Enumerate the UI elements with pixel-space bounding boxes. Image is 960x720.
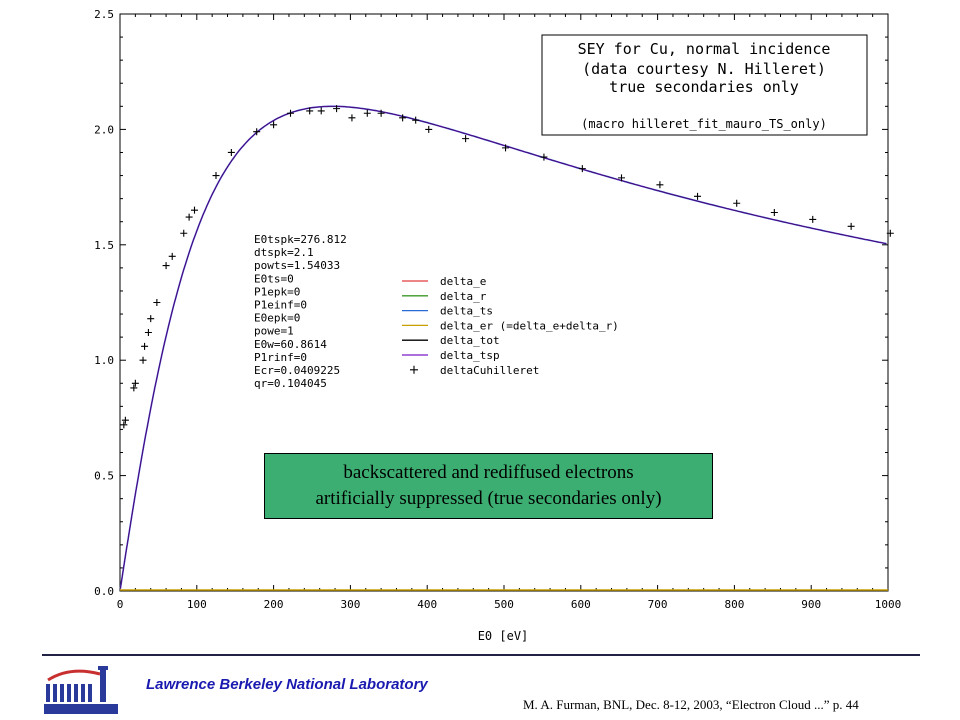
x-tick-label: 300 [340,598,360,611]
param-line: P1epk=0 [254,285,300,298]
data-point-marker [618,174,626,182]
data-point-marker [399,114,407,122]
data-point-marker [412,116,420,124]
x-tick-label: 200 [264,598,284,611]
title-box [541,34,868,136]
param-line: E0w=60.8614 [254,338,327,351]
x-tick-label: 600 [571,598,591,611]
data-point-marker [578,165,586,173]
data-point-marker [363,109,371,117]
data-point-marker [847,222,855,230]
footer-divider [42,654,920,656]
data-point-marker [180,229,188,237]
legend-label: delta_ts [440,305,493,318]
y-tick-label: 2.0 [94,123,114,136]
data-point-marker [425,125,433,133]
data-point-marker [139,356,147,364]
data-point-marker [190,206,198,214]
data-point-marker [212,172,220,180]
title-box-line: SEY for Cu, normal incidence [578,40,831,58]
data-point-marker [306,107,314,115]
citation: M. A. Furman, BNL, Dec. 8-12, 2003, “Ele… [523,697,859,712]
x-tick-label: 800 [724,598,744,611]
data-point-marker [286,109,294,117]
y-tick-label: 0.5 [94,470,114,483]
x-tick-label: 400 [417,598,437,611]
data-point-marker [694,192,702,200]
x-tick-label: 100 [187,598,207,611]
param-line: E0epk=0 [254,312,300,325]
x-tick-label: 1000 [875,598,902,611]
data-point-marker [317,107,325,115]
legend-label: delta_tot [440,334,500,347]
param-line: P1einf=0 [254,299,307,312]
delta-tot-curve [120,106,887,589]
data-point-marker [141,342,149,350]
berkeley-lab-logo [40,664,122,716]
data-point-marker [253,128,261,136]
title-box-line: true secondaries only [609,78,799,96]
legend-label: deltaCuhilleret [440,364,539,377]
y-tick-label: 1.5 [94,239,114,252]
data-point-marker [377,109,385,117]
data-point-marker [270,121,278,129]
title-box-line: (data courtesy N. Hilleret) [582,60,826,78]
data-point-marker [733,199,741,207]
param-line: powts=1.54033 [254,259,340,272]
data-point-marker [144,329,152,337]
data-point-marker [348,114,356,122]
note-line-1: backscattered and rediffused electrons [343,462,634,483]
data-point-marker [131,379,139,387]
legend-label: delta_e [440,275,486,288]
param-line: P1rinf=0 [254,351,307,364]
data-point-marker [185,213,193,221]
title-box-line: (macro hilleret_fit_mauro_TS_only) [581,117,827,131]
note-line-2: artificially suppressed (true secondarie… [315,488,662,509]
suppression-note: backscattered and rediffused electrons a… [264,453,713,519]
data-point-marker [462,135,470,143]
data-point-marker [153,299,161,306]
y-tick-label: 2.5 [94,8,114,21]
data-point-marker [770,208,778,216]
x-axis-label: E0 [eV] [478,629,529,643]
x-tick-label: 700 [648,598,668,611]
legend-label: delta_tsp [440,349,500,362]
x-tick-label: 500 [494,598,514,611]
param-line: Ecr=0.0409225 [254,364,340,377]
lab-name: Lawrence Berkeley National Laboratory [146,676,428,693]
param-line: E0tspk=276.812 [254,233,347,246]
data-point-marker [130,384,138,392]
param-line: E0ts=0 [254,272,294,285]
param-line: dtspk=2.1 [254,246,314,259]
data-point-marker [227,148,235,156]
param-line: qr=0.104045 [254,377,327,390]
data-point-marker [502,144,510,152]
legend-label: delta_r [440,290,487,303]
data-point-marker [886,229,894,237]
data-point-marker [540,153,548,161]
data-point-marker [656,181,664,189]
x-tick-label: 900 [801,598,821,611]
data-point-marker [121,416,129,424]
data-point-marker [333,105,341,113]
legend-marker [410,365,418,374]
param-line: powe=1 [254,325,294,338]
data-point-marker [147,315,155,323]
y-tick-label: 1.0 [94,354,114,367]
y-tick-label: 0.0 [94,585,114,598]
data-point-marker [168,252,176,260]
x-tick-label: 0 [117,598,124,611]
data-point-marker [120,421,128,429]
data-point-marker [162,262,170,270]
legend-label: delta_er (=delta_e+delta_r) [440,319,619,332]
data-point-marker [809,215,817,223]
